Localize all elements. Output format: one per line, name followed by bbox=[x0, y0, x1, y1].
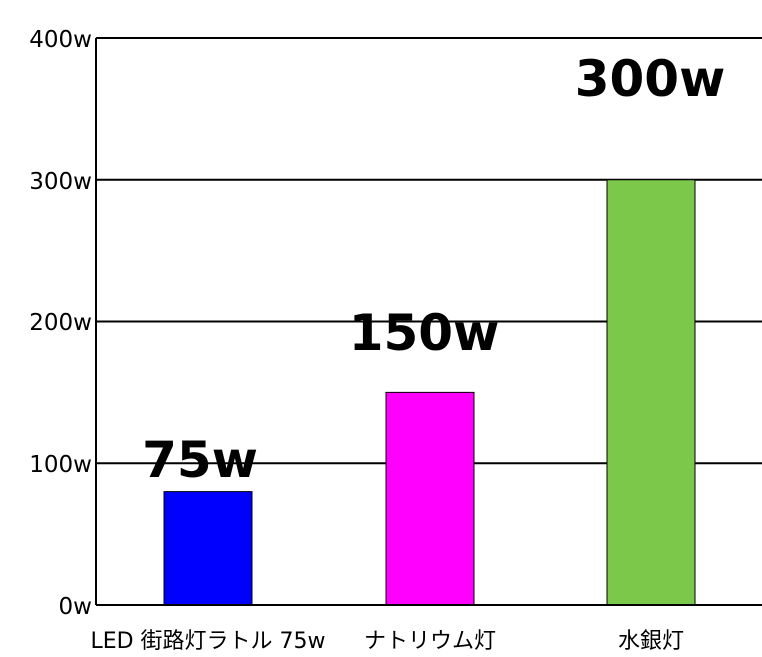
y-tick-label: 300w bbox=[29, 169, 92, 195]
data-label: 300w bbox=[575, 50, 726, 108]
y-tick-labels: 0w 100w 200w 300w 400w bbox=[29, 27, 92, 620]
y-tick-label: 100w bbox=[29, 452, 92, 478]
x-category-label: ナトリウム灯 bbox=[364, 629, 496, 654]
bar bbox=[606, 179, 696, 606]
bar bbox=[163, 491, 253, 606]
x-category-label: 水銀灯 bbox=[618, 629, 684, 654]
x-category-label: LED 街路灯ラトル 75w bbox=[90, 629, 325, 654]
data-labels: 75w 150w 300w bbox=[142, 50, 725, 489]
y-tick-label: 200w bbox=[29, 310, 92, 336]
axes bbox=[95, 38, 762, 606]
y-tick-label: 400w bbox=[29, 27, 92, 53]
x-category-labels: LED 街路灯ラトル 75w ナトリウム灯 水銀灯 bbox=[90, 629, 684, 654]
bar bbox=[385, 391, 475, 606]
data-label: 150w bbox=[349, 304, 500, 362]
data-label: 75w bbox=[142, 431, 258, 489]
bars bbox=[163, 179, 696, 606]
y-tick-label: 0w bbox=[59, 594, 92, 620]
